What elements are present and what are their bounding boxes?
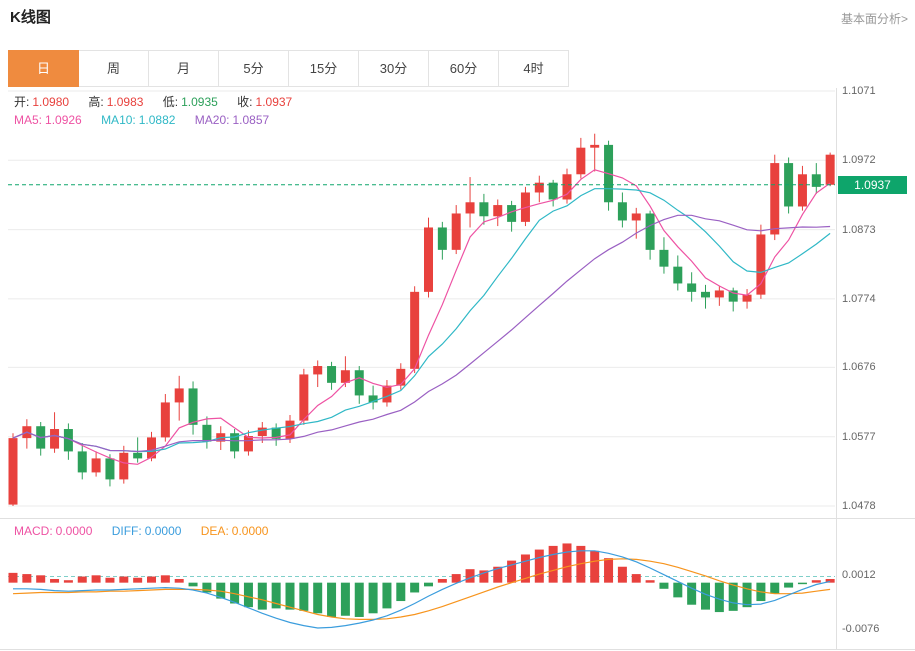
tab-5min[interactable]: 5分 [219, 50, 289, 87]
high-value: 1.0983 [106, 95, 144, 109]
close-label: 收: [237, 95, 253, 109]
ma5-label: MA5: [14, 113, 43, 127]
dea-label: DEA: [200, 524, 229, 538]
high-label: 高: [88, 95, 104, 109]
y-axis-label: 1.0676 [842, 361, 876, 374]
tab-day[interactable]: 日 [8, 50, 79, 87]
tab-month[interactable]: 月 [149, 50, 219, 87]
macd-value: 0.0000 [55, 524, 93, 538]
candlestick-chart[interactable] [0, 88, 915, 519]
tab-week[interactable]: 周 [79, 50, 149, 87]
y-axis-label: 1.1071 [842, 85, 876, 97]
tab-4hour[interactable]: 4时 [499, 50, 569, 87]
tab-60min[interactable]: 60分 [429, 50, 499, 87]
y-axis-label: 1.0873 [842, 223, 876, 236]
macd-legend: MACD: 0.0000 DIFF: 0.0000 DEA: 0.0000 [14, 524, 284, 538]
open-value: 1.0980 [32, 95, 70, 109]
low-value: 1.0935 [181, 95, 218, 109]
y-axis-label: -0.0076 [842, 623, 880, 636]
tab-15min[interactable]: 15分 [289, 50, 359, 87]
ohlc-legend: 开: 1.0980 高: 1.0983 低: 1.0935 收: 1.0937 [14, 93, 308, 110]
y-axis-label: 1.0577 [842, 430, 876, 443]
ma-legend: MA5: 1.0926 MA10: 1.0882 MA20: 1.0857 [14, 113, 285, 127]
fundamental-analysis-link[interactable]: 基本面分析> [840, 12, 908, 26]
ma10-value: 1.0882 [138, 113, 176, 127]
tab-30min[interactable]: 30分 [359, 50, 429, 87]
y-axis-line [836, 88, 837, 650]
period-tab-bar: 日 周 月 5分 15分 30分 60分 4时 [8, 50, 569, 87]
macd-chart[interactable] [0, 519, 915, 651]
ma20-value: 1.0857 [232, 113, 270, 127]
close-value: 1.0937 [255, 95, 293, 109]
pane-divider [0, 518, 915, 519]
y-axis-label: 1.0774 [842, 292, 876, 305]
bottom-border [0, 649, 915, 650]
y-axis-label: 1.0972 [842, 154, 876, 167]
current-price-tag: 1.0937 [838, 175, 907, 194]
diff-value: 0.0000 [144, 524, 182, 538]
y-axis-label: 0.0012 [842, 569, 876, 582]
ma10-label: MA10: [101, 113, 136, 127]
page-title: K线图 [10, 9, 51, 26]
dea-value: 0.0000 [231, 524, 269, 538]
diff-label: DIFF: [111, 524, 142, 538]
ma20-label: MA20: [194, 113, 230, 127]
y-axis-label: 1.0478 [842, 500, 876, 512]
ma5-value: 1.0926 [45, 113, 82, 127]
macd-label: MACD: [14, 524, 53, 538]
low-label: 低: [162, 95, 179, 109]
open-label: 开: [14, 95, 30, 109]
